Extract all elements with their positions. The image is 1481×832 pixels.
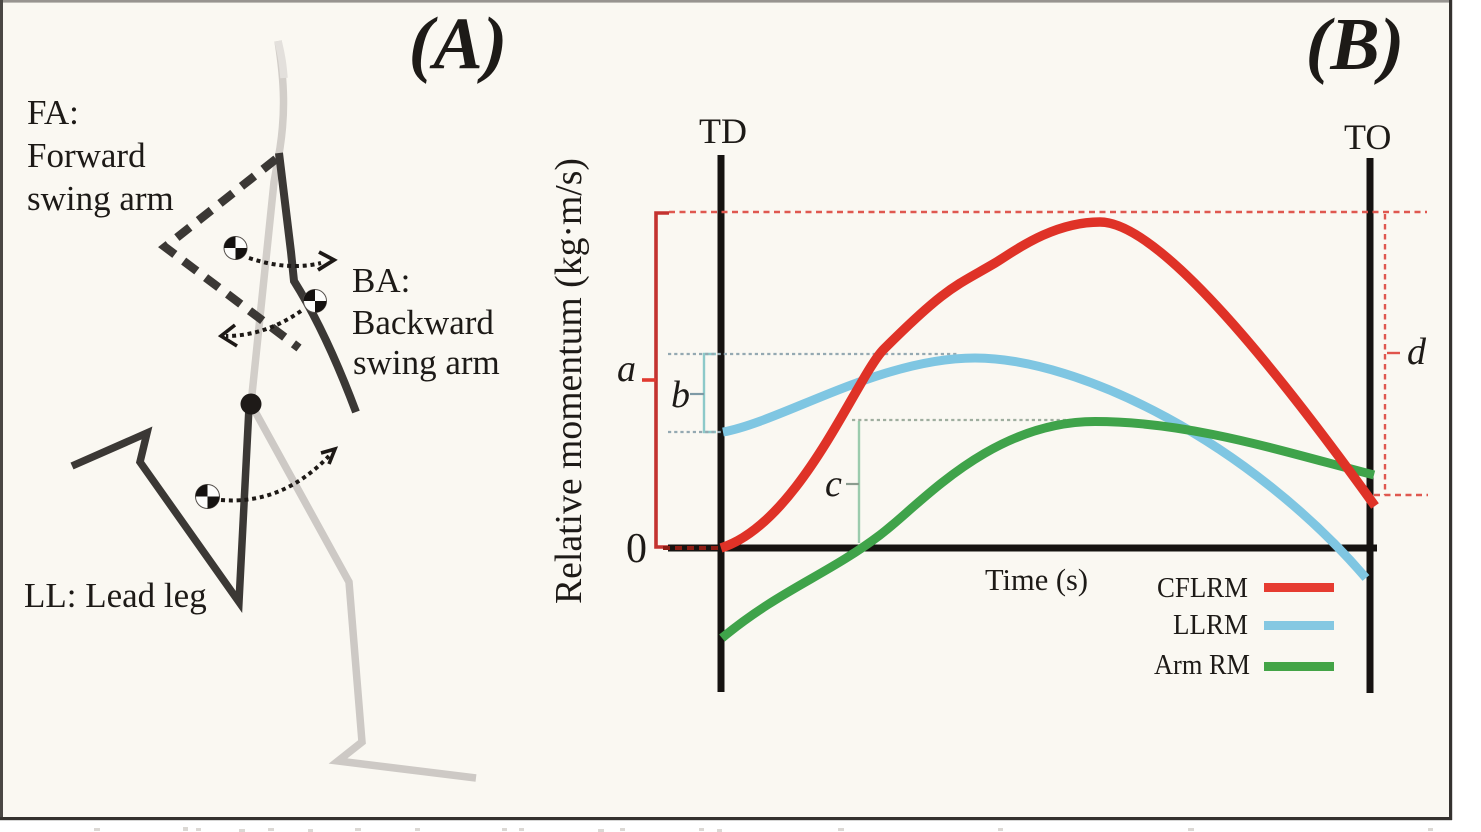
svg-text:LL: Lead leg: LL: Lead leg	[24, 576, 207, 615]
svg-text:swing arm: swing arm	[27, 179, 174, 218]
svg-text:FA:: FA:	[27, 93, 79, 132]
svg-text:swing arm: swing arm	[353, 343, 500, 382]
svg-text:Backward: Backward	[352, 303, 494, 342]
svg-text:b: b	[671, 374, 690, 416]
svg-text:c: c	[825, 463, 842, 505]
svg-text:Relative momentum (kg·m/s): Relative momentum (kg·m/s)	[548, 158, 590, 604]
svg-text:0: 0	[626, 526, 647, 572]
svg-text:Forward: Forward	[27, 136, 146, 175]
svg-text:BA:: BA:	[352, 261, 410, 300]
svg-text:Arm RM: Arm RM	[1154, 649, 1250, 681]
svg-text:CFLRM: CFLRM	[1157, 572, 1248, 604]
svg-text:TD: TD	[699, 111, 747, 151]
svg-text:TO: TO	[1344, 117, 1391, 157]
svg-text:(A): (A)	[409, 3, 508, 85]
svg-text:d: d	[1407, 331, 1427, 373]
svg-text:LLRM: LLRM	[1173, 609, 1248, 641]
svg-text:Time (s): Time (s)	[985, 562, 1088, 597]
svg-text:(B): (B)	[1306, 4, 1405, 86]
svg-text:a: a	[617, 348, 636, 390]
